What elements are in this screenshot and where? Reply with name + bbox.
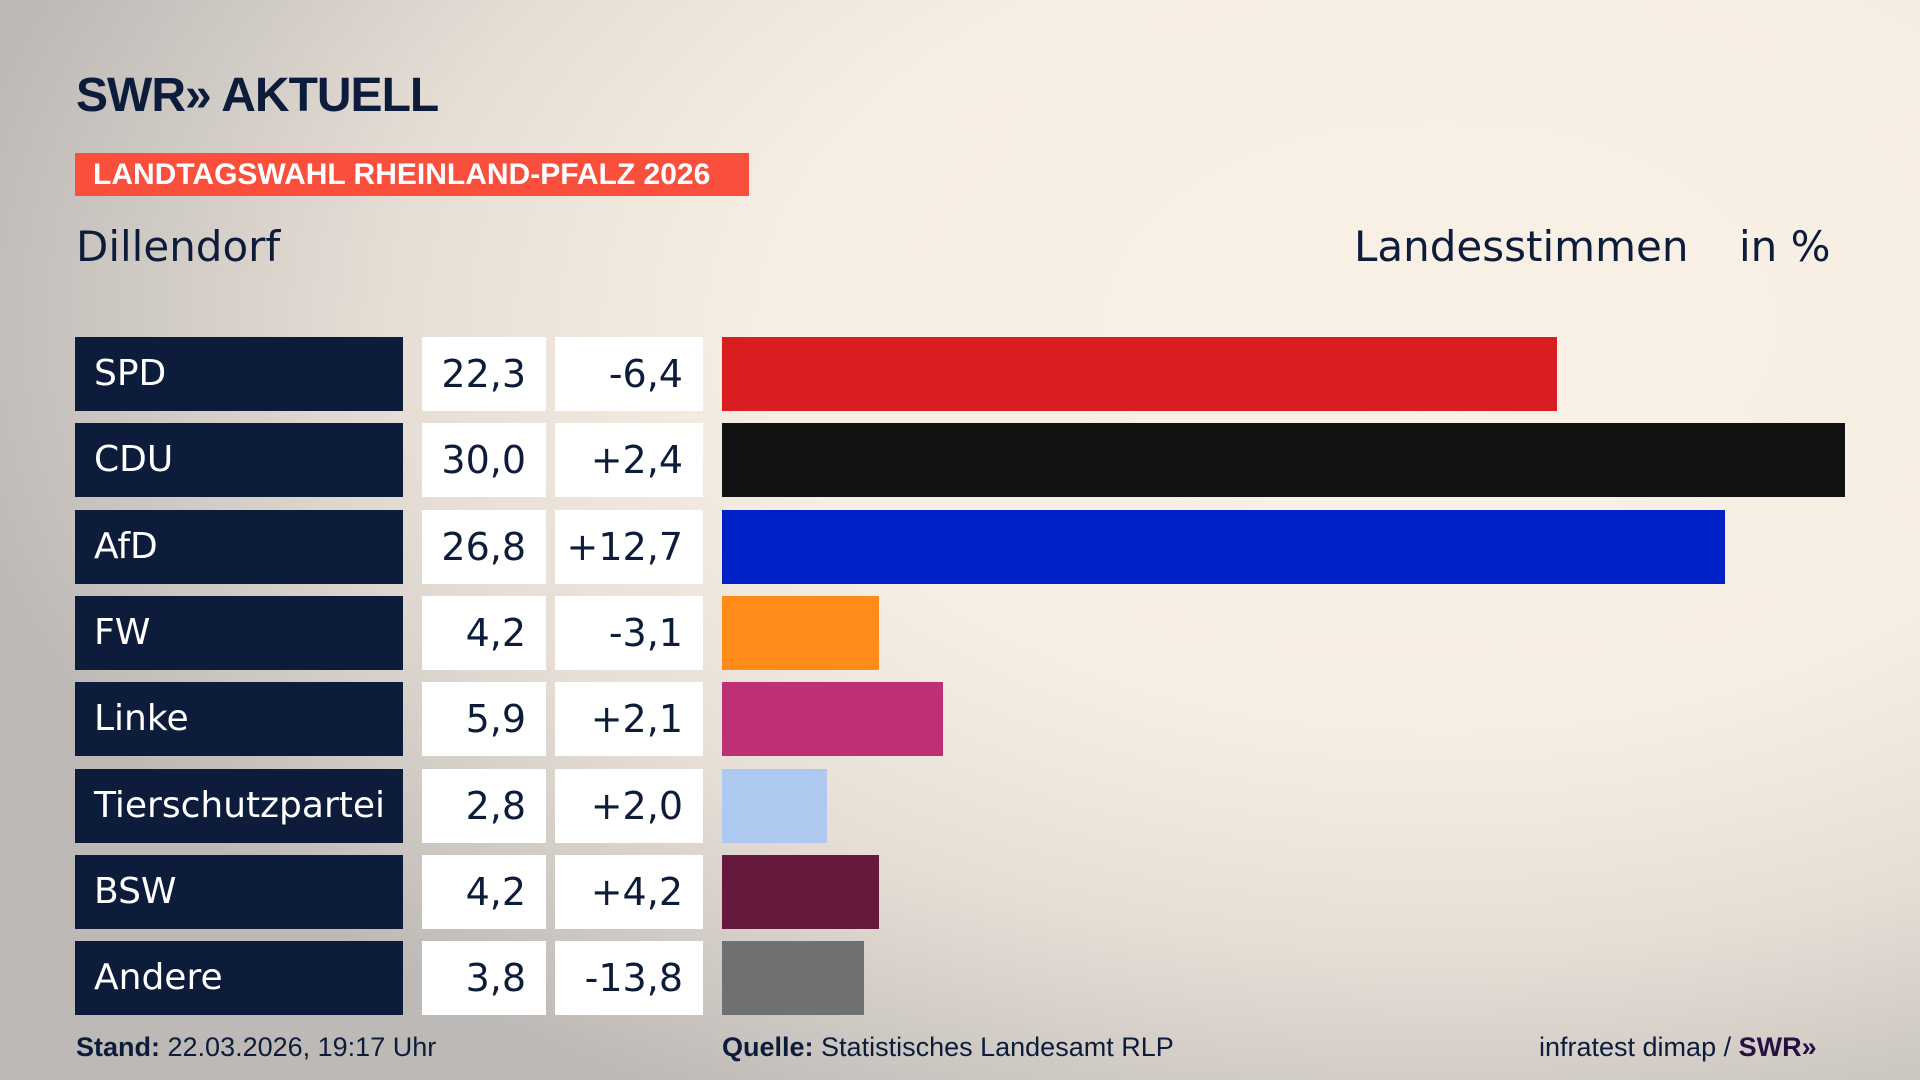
election-banner: LANDTAGSWAHL RHEINLAND-PFALZ 2026 xyxy=(75,153,749,196)
measure-label: Landesstimmen xyxy=(1354,222,1689,271)
vote-change: -6,4 xyxy=(555,337,703,411)
bar-fw xyxy=(722,595,880,670)
vote-share: 4,2 xyxy=(422,595,546,670)
party-name: AfD xyxy=(75,509,403,584)
party-name: Tierschutzpartei xyxy=(75,768,403,843)
swr-logo: SWR» xyxy=(1738,1032,1817,1062)
swr-aktuell-logo: SWR» AKTUELL xyxy=(76,69,439,122)
vote-share: 5,9 xyxy=(422,682,546,757)
party-name: FW xyxy=(75,595,403,670)
party-row: SPD 22,3 -6,4 xyxy=(0,337,1920,411)
party-name: Linke xyxy=(75,682,403,757)
party-row: AfD 26,8 +12,7 xyxy=(0,509,1920,584)
vote-change: +2,1 xyxy=(555,682,703,757)
party-row: BSW 4,2 +4,2 xyxy=(0,854,1920,929)
party-row: Tierschutzpartei 2,8 +2,0 xyxy=(0,768,1920,843)
stand-label: Stand: xyxy=(76,1032,160,1062)
bar-andere xyxy=(722,941,865,1016)
source-label: Quelle: xyxy=(722,1032,814,1062)
vote-change: -13,8 xyxy=(555,941,703,1016)
vote-change: +4,2 xyxy=(555,854,703,929)
vote-share: 30,0 xyxy=(422,423,546,498)
party-row: Linke 5,9 +2,1 xyxy=(0,682,1920,757)
vote-share: 3,8 xyxy=(422,941,546,1016)
vote-change: -3,1 xyxy=(555,595,703,670)
credit-text: infratest dimap / xyxy=(1539,1032,1732,1062)
party-name: Andere xyxy=(75,941,403,1016)
party-row: Andere 3,8 -13,8 xyxy=(0,941,1920,1016)
unit-label: in % xyxy=(1739,222,1831,271)
vote-change: +2,0 xyxy=(555,768,703,843)
vote-share: 22,3 xyxy=(422,337,546,411)
source-value: Statistisches Landesamt RLP xyxy=(821,1032,1174,1062)
vote-change: +2,4 xyxy=(555,423,703,498)
bar-spd xyxy=(722,337,1557,411)
party-row: FW 4,2 -3,1 xyxy=(0,595,1920,670)
party-row: CDU 30,0 +2,4 xyxy=(0,423,1920,498)
vote-share: 26,8 xyxy=(422,509,546,584)
bar-tierschutzpartei xyxy=(722,768,827,843)
bar-bsw xyxy=(722,854,880,929)
place-title: Dillendorf xyxy=(76,222,281,271)
source: Quelle: Statistisches Landesamt RLP xyxy=(722,1032,1174,1063)
bar-cdu xyxy=(722,423,1845,498)
vote-change: +12,7 xyxy=(555,509,703,584)
vote-share: 4,2 xyxy=(422,854,546,929)
vote-share: 2,8 xyxy=(422,768,546,843)
bar-linke xyxy=(722,682,943,757)
timestamp: Stand: 22.03.2026, 19:17 Uhr xyxy=(76,1032,436,1063)
party-name: BSW xyxy=(75,854,403,929)
stand-value: 22.03.2026, 19:17 Uhr xyxy=(167,1032,437,1062)
party-name: CDU xyxy=(75,423,403,498)
credit: infratest dimap / SWR» xyxy=(1539,1032,1817,1063)
bar-afd xyxy=(722,509,1726,584)
party-name: SPD xyxy=(75,337,403,411)
